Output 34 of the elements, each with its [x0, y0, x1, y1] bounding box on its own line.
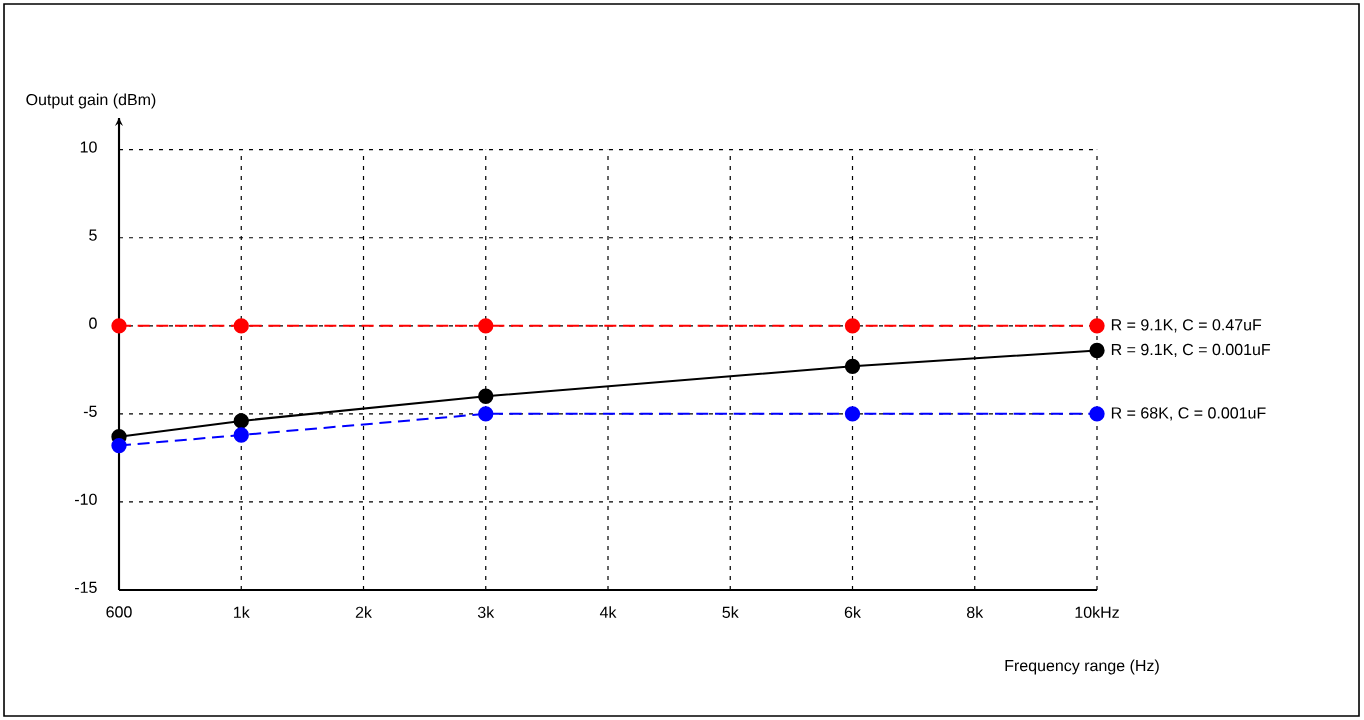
y-axis-title: Output gain (dBm)	[26, 93, 156, 109]
point	[111, 437, 127, 454]
x-tick-label: 4k	[599, 606, 617, 618]
point	[1089, 318, 1105, 334]
x-tick-label: 1k	[234, 606, 250, 618]
x-axis-title: Frequency range (Hz)	[1005, 659, 1159, 675]
x-tick-label: 600	[106, 606, 132, 618]
point	[844, 318, 861, 334]
point	[233, 413, 249, 429]
y-tick-label: 0	[89, 317, 97, 329]
point	[111, 318, 127, 334]
point	[1089, 406, 1105, 422]
y-tick-label: -5	[83, 405, 97, 417]
point	[233, 318, 249, 334]
x-tick-label: 5k	[722, 606, 739, 618]
series-label: R = 68K, C = 0.001uF	[1111, 407, 1266, 421]
point	[233, 427, 249, 443]
point	[844, 406, 861, 422]
x-tick-label: 10kHz	[1075, 606, 1119, 618]
y-tick-label: 10	[80, 141, 97, 153]
x-tick-label: 8k	[966, 606, 984, 618]
point	[844, 358, 861, 374]
point	[1089, 342, 1105, 359]
x-tick-label: 2k	[355, 606, 372, 618]
series-label: R = 9.1K, C = 0.47uF	[1111, 319, 1262, 333]
point	[478, 406, 494, 422]
y-tick-label: 5	[89, 229, 97, 241]
point	[478, 388, 494, 404]
x-tick-label: 6k	[844, 606, 861, 618]
y-tick-label: -10	[75, 493, 97, 505]
point	[478, 318, 494, 334]
x-tick-label: 3k	[477, 606, 495, 618]
y-tick-label: -15	[75, 581, 97, 593]
series-label: R = 9.1K, C = 0.001uF	[1111, 343, 1271, 358]
